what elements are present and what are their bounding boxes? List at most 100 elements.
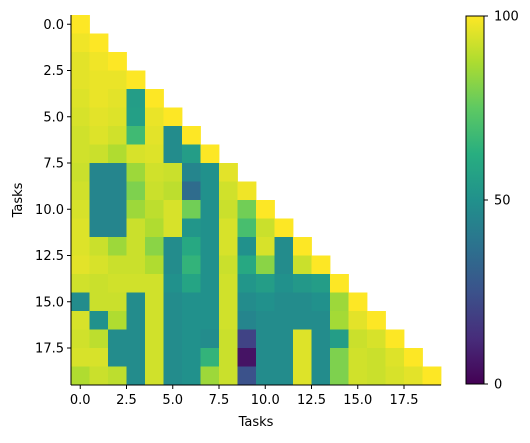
heatmap-cell — [311, 311, 331, 330]
heatmap-cell — [219, 366, 238, 386]
heatmap-cell — [182, 292, 201, 312]
heatmap-cell — [163, 107, 183, 127]
heatmap-cell — [108, 107, 127, 127]
heatmap-cell — [71, 329, 90, 349]
heatmap-cell — [182, 366, 201, 386]
heatmap-cell — [126, 366, 146, 386]
heatmap-cell — [219, 311, 238, 330]
heatmap-cell — [256, 274, 275, 293]
y-tick-label: 7.5 — [43, 157, 64, 172]
heatmap-cell — [200, 329, 220, 349]
heatmap-cell — [274, 218, 294, 238]
heatmap-cell — [145, 348, 164, 367]
heatmap-cell — [145, 144, 164, 164]
heatmap-cell — [163, 311, 183, 330]
heatmap-cell — [126, 70, 146, 90]
heatmap-cell — [71, 292, 90, 312]
heatmap-cell — [182, 329, 201, 349]
heatmap-cell — [89, 70, 109, 90]
heatmap-cell — [71, 163, 90, 182]
heatmap-cell — [126, 107, 146, 127]
heatmap-cell — [182, 311, 201, 330]
heatmap-cell — [293, 255, 312, 275]
heatmap-cell — [145, 107, 164, 127]
heatmap-cell — [237, 311, 257, 330]
heatmap-cell — [182, 237, 201, 256]
heatmap-cell — [89, 292, 109, 312]
heatmap-cell — [108, 237, 127, 256]
heatmap-cell — [89, 33, 109, 53]
axes: 0.0 2.5 5.0 7.5 10.0 12.5 15.0 17.5 0.0 2.5 5.0 7.5… — [35, 15, 441, 408]
heatmap-cell — [108, 255, 127, 275]
heatmap-cell — [126, 329, 146, 349]
heatmap-cell — [404, 348, 423, 367]
heatmap-cell — [108, 144, 127, 164]
heatmap-cell — [145, 181, 164, 201]
heatmap-cell — [200, 348, 220, 367]
heatmap-cell — [200, 255, 220, 275]
heatmap-cell — [89, 218, 109, 238]
heatmap-cell — [126, 181, 146, 201]
heatmap-cell — [348, 292, 368, 312]
heatmap-cell — [330, 292, 349, 312]
heatmap-cell — [126, 237, 146, 256]
heatmap-cell — [89, 181, 109, 201]
x-tick-label: 0.0 — [70, 393, 91, 408]
heatmap-cell — [237, 329, 257, 349]
colorbar-tick-label: 100 — [494, 10, 519, 25]
heatmap-cell — [108, 274, 127, 293]
heatmap-cell — [311, 292, 331, 312]
heatmap-cell — [293, 292, 312, 312]
heatmap-cell — [108, 329, 127, 349]
heatmap-cell — [274, 329, 294, 349]
heatmap-cell — [71, 311, 90, 330]
heatmap-cell — [126, 348, 146, 367]
heatmap-cell — [348, 329, 368, 349]
heatmap-cell — [274, 274, 294, 293]
heatmap-cell — [71, 218, 90, 238]
heatmap-cell — [163, 255, 183, 275]
heatmap-cell — [256, 366, 275, 386]
heatmap-cell — [108, 311, 127, 330]
heatmap-cell — [330, 274, 349, 293]
heatmap-cell — [145, 163, 164, 182]
heatmap-cell — [145, 126, 164, 145]
heatmap-cell — [200, 311, 220, 330]
heatmap-cell — [182, 255, 201, 275]
heatmap-cell — [274, 348, 294, 367]
colorbar-tick-label: 0 — [494, 378, 502, 393]
heatmap-cell — [163, 218, 183, 238]
heatmap-cell — [89, 89, 109, 108]
heatmap-cell — [71, 274, 90, 293]
heatmap-cell — [200, 237, 220, 256]
heatmap-cell — [274, 366, 294, 386]
heatmap-cell — [237, 200, 257, 219]
heatmap-cell — [89, 311, 109, 330]
heatmap-cell — [108, 126, 127, 145]
heatmap-cell — [89, 329, 109, 349]
y-tick-label: 10.0 — [35, 203, 64, 218]
heatmap-cell — [256, 237, 275, 256]
heatmap-cell — [71, 255, 90, 275]
heatmap-cell — [163, 348, 183, 367]
heatmap-cell — [385, 329, 405, 349]
heatmap-cell — [348, 311, 368, 330]
heatmap-cell — [274, 237, 294, 256]
heatmap-cell — [200, 144, 220, 164]
heatmap-cell — [293, 329, 312, 349]
heatmap-cell — [71, 126, 90, 145]
heatmap-cell — [89, 107, 109, 127]
heatmap-cell — [237, 366, 257, 386]
heatmap-cell — [367, 329, 386, 349]
heatmap-cell — [126, 89, 146, 108]
heatmap-cell — [219, 329, 238, 349]
heatmap-cell — [330, 311, 349, 330]
heatmap-cell — [163, 126, 183, 145]
heatmap-cell — [89, 348, 109, 367]
heatmap-cell — [293, 237, 312, 256]
heatmap-cell — [126, 255, 146, 275]
heatmap-cell — [219, 255, 238, 275]
heatmap-cell — [404, 366, 423, 386]
heatmap-cell — [256, 218, 275, 238]
